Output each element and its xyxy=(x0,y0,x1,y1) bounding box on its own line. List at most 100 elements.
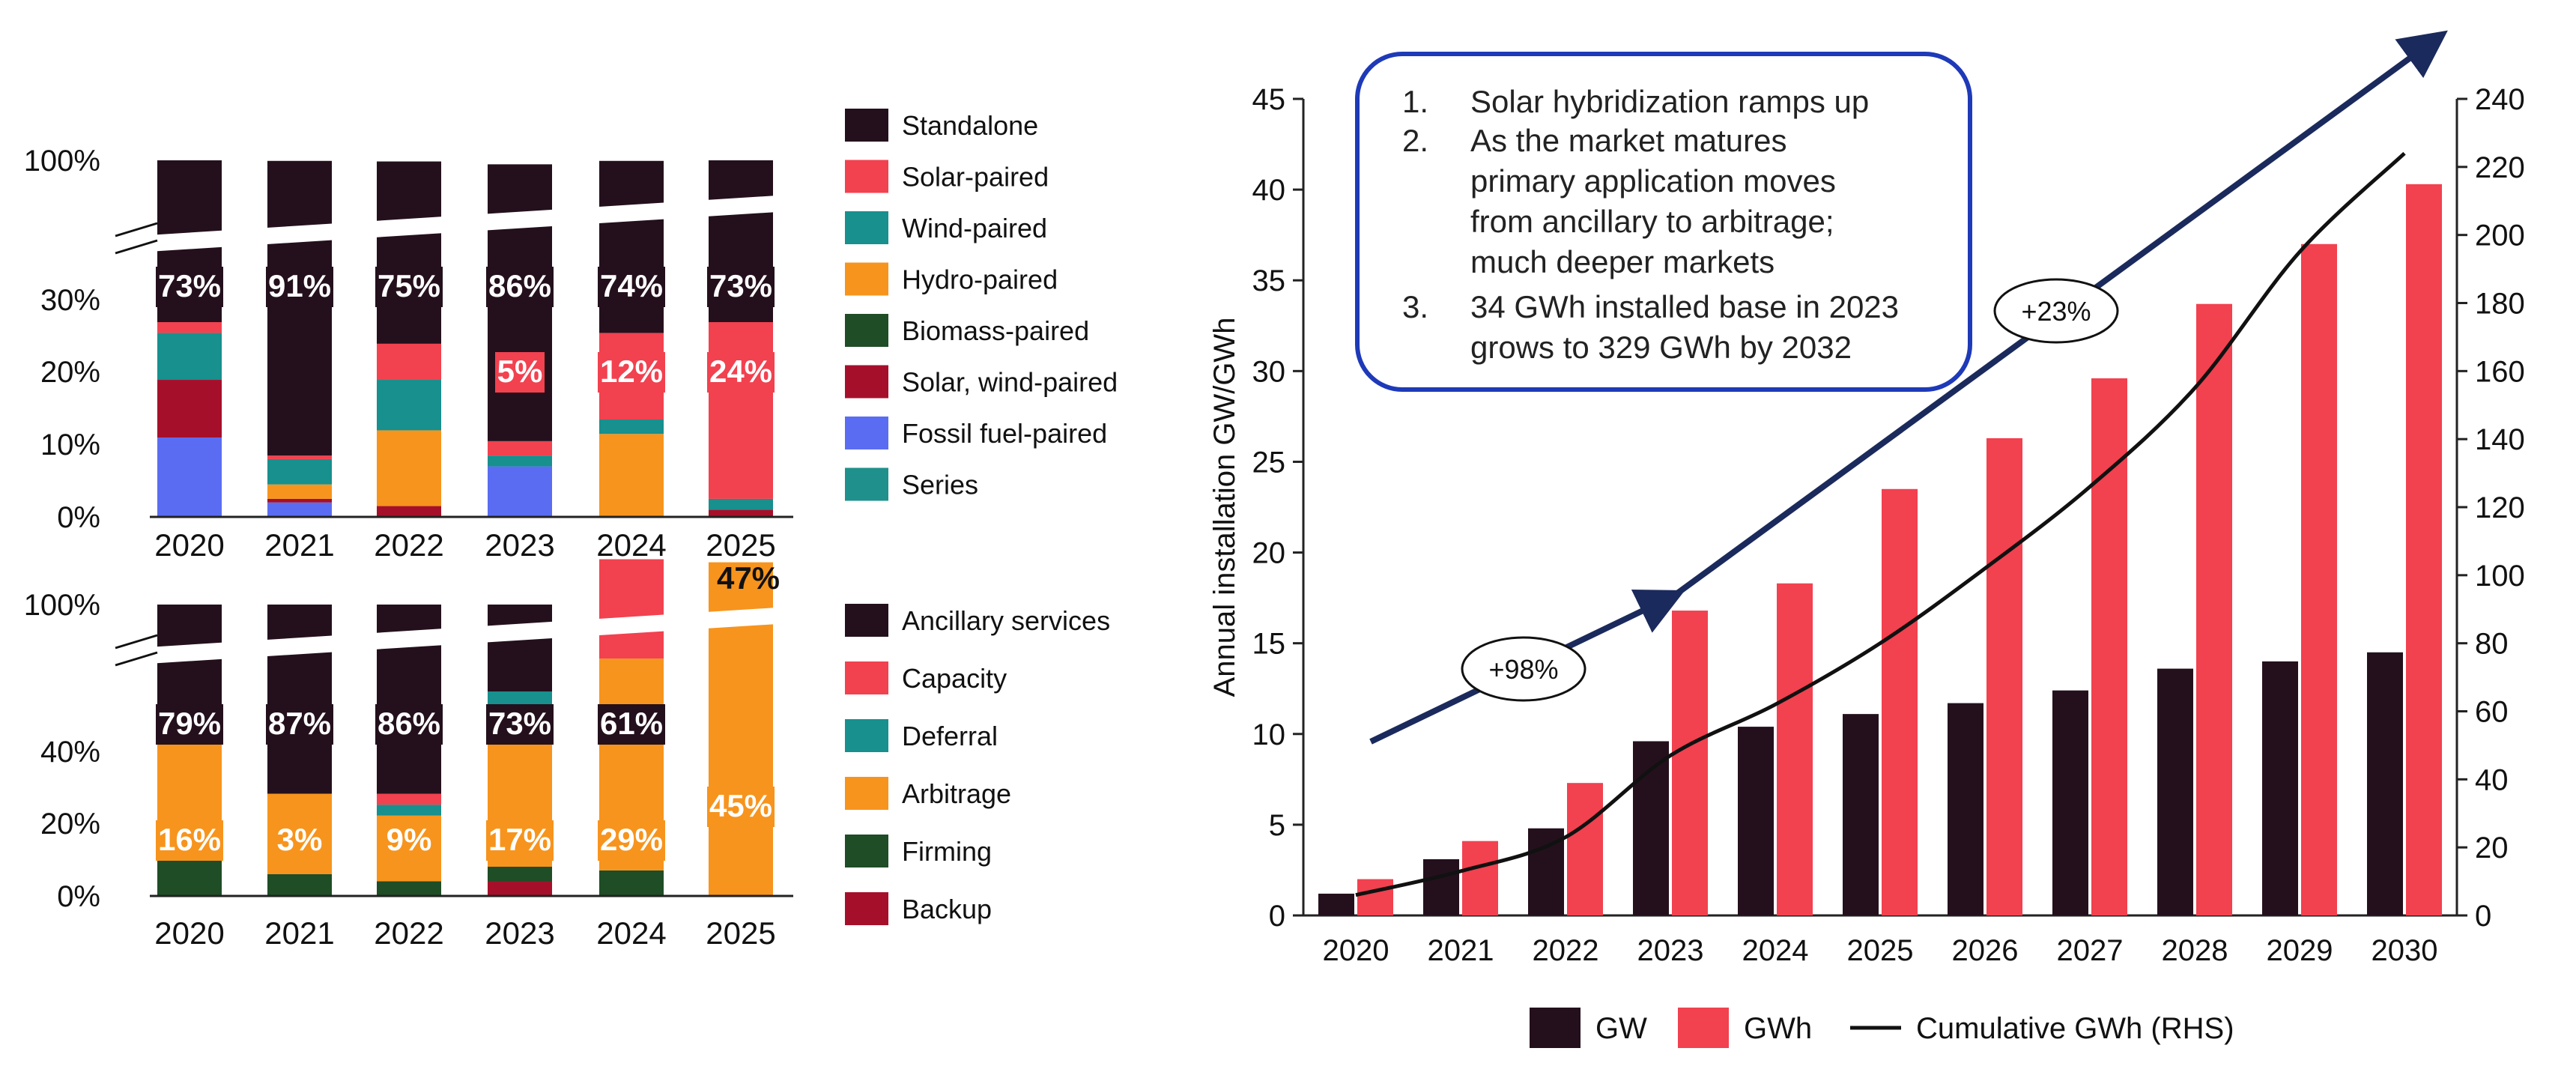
bar-gw xyxy=(1318,893,1354,915)
left-tick-label: 40 xyxy=(1252,174,1286,207)
axis-break-mark xyxy=(115,634,158,649)
right-tick-label: 140 xyxy=(2475,423,2525,456)
data-label-bg xyxy=(707,267,775,307)
x-tick-label: 2023 xyxy=(485,527,554,563)
bar-segment xyxy=(599,559,664,659)
annotation-text-2: As the market matures primary application… xyxy=(1470,123,1836,279)
bar-segment xyxy=(267,484,332,499)
x-tick-label: 2027 xyxy=(2057,934,2124,967)
data-label: 5% xyxy=(497,354,543,389)
data-label: 47% xyxy=(717,560,780,596)
bar-gw xyxy=(1738,727,1774,915)
legend-swatch xyxy=(845,262,888,296)
left-tick-label: 15 xyxy=(1252,628,1286,661)
annotation-box: 1. Solar hybridization ramps up 2. As th… xyxy=(1355,52,1972,392)
x-tick-label: 2025 xyxy=(706,915,775,951)
data-label-bg xyxy=(375,704,443,745)
right-tick-label: 0 xyxy=(2475,900,2491,933)
bar-gwh xyxy=(1777,583,1813,915)
y-tick-label: 30% xyxy=(40,284,100,317)
legend-swatch xyxy=(845,835,888,867)
legend-swatch xyxy=(1678,1008,1729,1048)
legend-swatch xyxy=(845,109,888,142)
bar-segment xyxy=(267,605,332,794)
legend-swatch xyxy=(845,417,888,449)
bar-segment xyxy=(157,333,222,381)
y-tick-label: 20% xyxy=(40,356,100,389)
legend-label: Solar, wind-paired xyxy=(902,367,1118,398)
data-label: 86% xyxy=(378,706,440,741)
left-tick-label: 0 xyxy=(1269,900,1285,933)
data-label-bg xyxy=(156,820,223,861)
x-tick-label: 2028 xyxy=(2162,934,2228,967)
bar-segment xyxy=(488,605,552,691)
right-tick-label: 160 xyxy=(2475,355,2525,388)
legend-label: Wind-paired xyxy=(902,213,1047,243)
application-chart: 0% 20% 40% 100% 2020 2021 2022 2023 2024 2025 79% 8… xyxy=(24,559,1110,951)
legend-label: Fossil fuel-paired xyxy=(902,418,1107,449)
cumulative-line xyxy=(1355,151,2406,897)
legend-swatch xyxy=(845,892,888,925)
y-tick-label: 20% xyxy=(40,808,100,841)
legend-label: Series xyxy=(902,470,978,500)
bar-segment xyxy=(377,881,441,896)
bar-gw xyxy=(2157,668,2193,915)
bar-segment xyxy=(267,455,332,459)
axis-break-mark xyxy=(115,239,158,255)
bar-segment xyxy=(488,440,552,456)
data-label-bg xyxy=(375,267,443,307)
left-tick-label: 45 xyxy=(1252,83,1286,116)
x-tick-label: 2030 xyxy=(2372,934,2438,967)
bar-segment xyxy=(267,458,332,485)
bar-segment xyxy=(157,437,222,517)
x-tick-label: 2022 xyxy=(374,527,443,563)
x-tick-label: 2021 xyxy=(264,527,334,563)
bar-segment xyxy=(599,434,664,517)
legend-swatch xyxy=(845,160,888,193)
legend-swatch xyxy=(845,604,888,637)
bar-segment xyxy=(267,160,332,456)
data-label: 79% xyxy=(158,706,221,741)
bar-segment xyxy=(267,502,332,517)
y-tick-label: 0% xyxy=(57,880,100,913)
x-tick-label: 2022 xyxy=(1533,934,1599,967)
bar-gwh xyxy=(1567,783,1603,915)
data-label-bg xyxy=(598,352,665,393)
right-tick-label: 240 xyxy=(2475,83,2525,116)
data-label: 16% xyxy=(158,822,221,857)
x-tick-label: 2025 xyxy=(706,527,775,563)
left-tick-label: 30 xyxy=(1252,355,1286,388)
bar-gw xyxy=(2052,690,2088,915)
bar-segment xyxy=(377,161,441,344)
x-tick-label: 2020 xyxy=(1323,934,1389,967)
legend-swatch xyxy=(845,314,888,347)
data-label-bg xyxy=(486,820,554,861)
right-tick-label: 40 xyxy=(2475,763,2509,796)
legend-label: Deferral xyxy=(902,721,998,751)
bar-segment xyxy=(157,321,222,333)
bar-segment xyxy=(599,870,664,896)
x-tick-label: 2023 xyxy=(485,915,554,951)
data-label-bg xyxy=(275,820,324,861)
x-tick-label: 2021 xyxy=(264,915,334,951)
data-label: 17% xyxy=(488,822,551,857)
data-label: 12% xyxy=(600,354,663,389)
data-label: 75% xyxy=(378,268,440,303)
x-tick-label: 2024 xyxy=(1742,934,1809,967)
growth-label-1: +98% xyxy=(1488,654,1558,685)
bar-segment xyxy=(377,343,441,381)
x-tick-label: 2025 xyxy=(1847,934,1914,967)
x-tick-label: 2023 xyxy=(1637,934,1704,967)
axis-break-band xyxy=(112,606,801,666)
legend-label: Biomass-paired xyxy=(902,315,1089,346)
right-tick-label: 60 xyxy=(2475,696,2509,729)
bar-segment xyxy=(377,380,441,431)
bar-segment xyxy=(488,867,552,882)
data-label-bg xyxy=(266,267,333,307)
right-tick-label: 180 xyxy=(2475,288,2525,321)
x-tick-label: 2024 xyxy=(596,527,666,563)
bar-segment xyxy=(267,873,332,896)
bar-gw xyxy=(2367,652,2403,915)
y-tick-label: 100% xyxy=(24,145,100,178)
